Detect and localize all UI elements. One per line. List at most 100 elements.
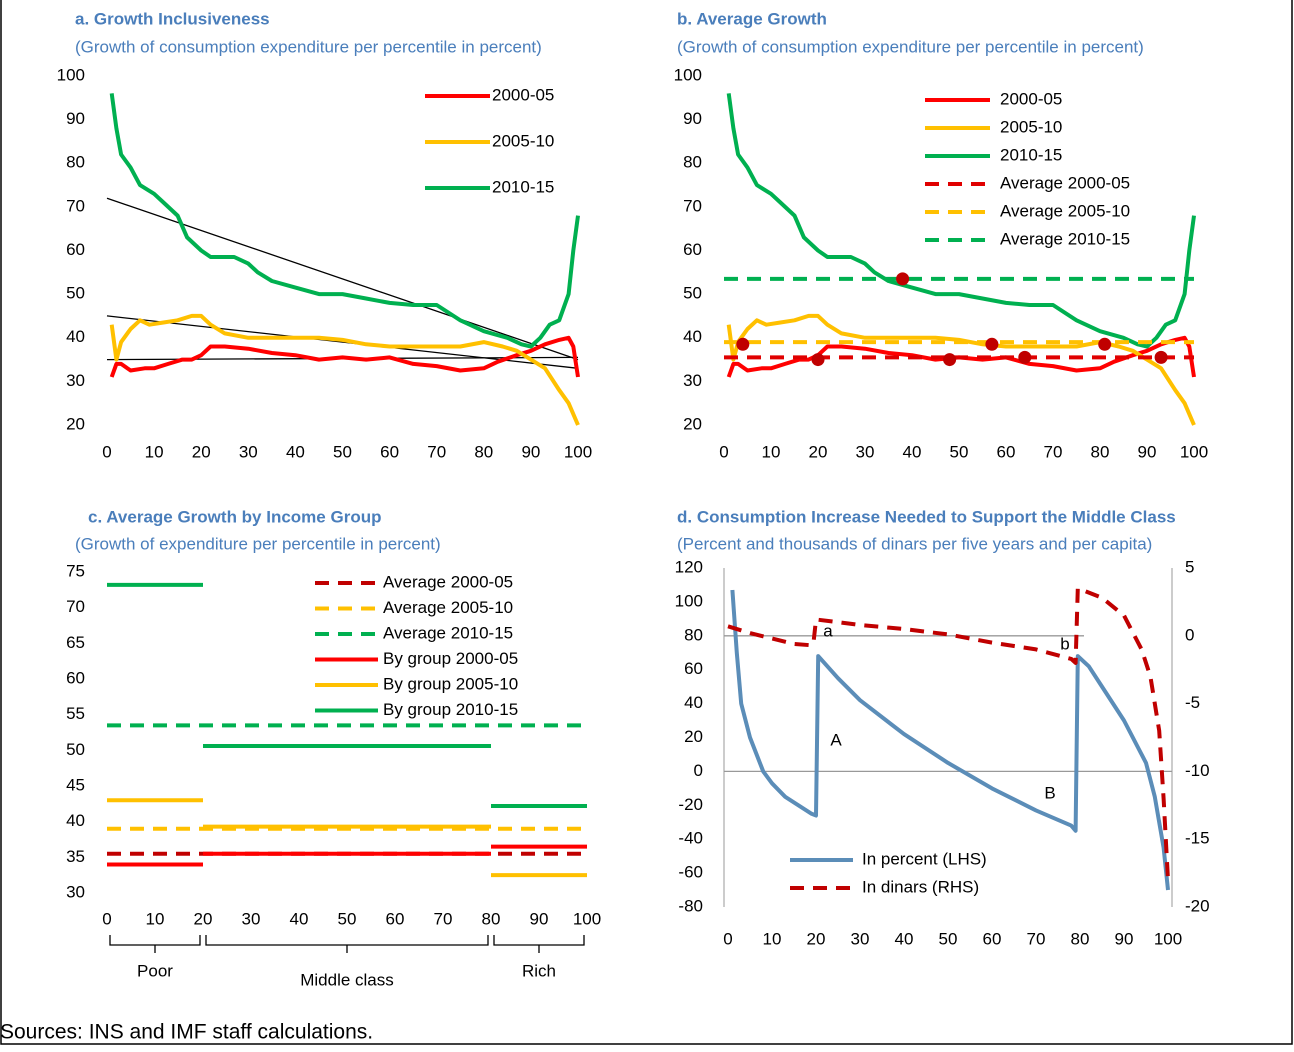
y-tick-label: 20 bbox=[683, 414, 702, 433]
panels: a. Growth Inclusiveness (Growth of consum… bbox=[57, 9, 1210, 989]
legend-label: 2010-15 bbox=[1000, 145, 1062, 164]
y-tick-label: 70 bbox=[66, 597, 85, 616]
legend-label: Average 2005-10 bbox=[1000, 201, 1130, 220]
panel-subtitle: (Growth of consumption expenditure per p… bbox=[75, 37, 542, 56]
y-tick-label: 60 bbox=[66, 668, 85, 687]
marker-dot bbox=[985, 337, 999, 351]
panel-title: d. Consumption Increase Needed to Suppor… bbox=[677, 507, 1176, 526]
annotation: a bbox=[823, 621, 833, 640]
x-tick-label: 10 bbox=[762, 442, 781, 461]
legend-label: Average 2005-10 bbox=[383, 598, 513, 617]
x-tick-label: 40 bbox=[290, 909, 309, 928]
x-tick-label: 30 bbox=[851, 929, 870, 948]
y-tick-label: 40 bbox=[66, 811, 85, 830]
marker-dot bbox=[1098, 337, 1112, 351]
x-tick-label: 50 bbox=[338, 909, 357, 928]
marker-dot bbox=[1154, 350, 1168, 364]
y-tick-label: 60 bbox=[66, 240, 85, 259]
y-tick-label: 50 bbox=[66, 284, 85, 303]
y-tick-label: 75 bbox=[66, 561, 85, 580]
y-tick-label: 80 bbox=[683, 153, 702, 172]
marker-dot bbox=[896, 272, 910, 286]
x-tick-label: 20 bbox=[809, 442, 828, 461]
panel: b. Average Growth (Growth of consumption … bbox=[674, 9, 1209, 461]
x-tick-label: 100 bbox=[1154, 929, 1182, 948]
y-tick-label: 55 bbox=[66, 704, 85, 723]
legend-label: In percent (LHS) bbox=[862, 849, 987, 868]
marker-dot bbox=[736, 337, 750, 351]
panel-subtitle: (Percent and thousands of dinars per fiv… bbox=[677, 534, 1152, 553]
x-tick-label: 100 bbox=[1180, 442, 1208, 461]
group-label: Poor bbox=[137, 961, 173, 980]
y-tick-label: 100 bbox=[674, 65, 702, 84]
panel-subtitle: (Growth of expenditure per percentile in… bbox=[75, 534, 441, 553]
x-tick-label: 50 bbox=[939, 929, 958, 948]
x-tick-label: 80 bbox=[1091, 442, 1110, 461]
x-tick-label: 90 bbox=[1115, 929, 1134, 948]
y-tick-label: 30 bbox=[66, 371, 85, 390]
legend-label: 2005-10 bbox=[1000, 117, 1062, 136]
legend-label: Average 2010-15 bbox=[383, 623, 513, 642]
group-label: Middle class bbox=[300, 970, 394, 989]
series-line bbox=[109, 93, 580, 349]
x-tick-label: 90 bbox=[521, 442, 540, 461]
x-tick-label: 60 bbox=[983, 929, 1002, 948]
x-tick-label: 100 bbox=[564, 442, 592, 461]
legend-label: 2005-10 bbox=[492, 131, 554, 150]
y-tick-label: 70 bbox=[683, 196, 702, 215]
legend-label: 2010-15 bbox=[492, 177, 554, 196]
series-line bbox=[109, 335, 580, 378]
legend-label: Average 2000-05 bbox=[1000, 173, 1130, 192]
y-tick-label: 30 bbox=[66, 882, 85, 901]
panel: d. Consumption Increase Needed to Suppor… bbox=[675, 507, 1210, 948]
x-tick-label: 50 bbox=[950, 442, 969, 461]
x-tick-label: 40 bbox=[903, 442, 922, 461]
x-tick-label: 30 bbox=[239, 442, 258, 461]
x-tick-label: 10 bbox=[145, 442, 164, 461]
x-tick-label: 20 bbox=[807, 929, 826, 948]
y2-tick-label: -15 bbox=[1185, 829, 1210, 848]
y-tick-label: 20 bbox=[66, 414, 85, 433]
x-tick-label: 70 bbox=[1044, 442, 1063, 461]
y-tick-label: -20 bbox=[678, 795, 703, 814]
x-tick-label: 80 bbox=[474, 442, 493, 461]
y2-tick-label: 5 bbox=[1185, 557, 1194, 576]
x-tick-label: 90 bbox=[530, 909, 549, 928]
legend-label: 2000-05 bbox=[1000, 89, 1062, 108]
x-tick-label: 30 bbox=[856, 442, 875, 461]
x-tick-label: 30 bbox=[242, 909, 261, 928]
y2-tick-label: 0 bbox=[1185, 625, 1194, 644]
x-tick-label: 20 bbox=[194, 909, 213, 928]
y-tick-label: -80 bbox=[678, 896, 703, 915]
y-tick-label: 100 bbox=[675, 591, 703, 610]
x-tick-label: 60 bbox=[380, 442, 399, 461]
y-tick-label: 35 bbox=[66, 847, 85, 866]
panel: c. Average Growth by Income Group (Growth… bbox=[66, 507, 601, 989]
y-tick-label: 80 bbox=[66, 153, 85, 172]
y-tick-label: 60 bbox=[684, 659, 703, 678]
series-line bbox=[726, 313, 1196, 426]
y-tick-label: 70 bbox=[66, 196, 85, 215]
x-tick-label: 70 bbox=[434, 909, 453, 928]
x-tick-label: 0 bbox=[102, 442, 111, 461]
y-tick-label: 60 bbox=[683, 240, 702, 259]
x-tick-label: 0 bbox=[719, 442, 728, 461]
y-tick-label: 50 bbox=[683, 284, 702, 303]
legend-label: By group 2005-10 bbox=[383, 674, 518, 693]
y2-tick-label: -20 bbox=[1185, 896, 1210, 915]
x-tick-label: 0 bbox=[723, 929, 732, 948]
group-bracket bbox=[205, 935, 489, 953]
y-tick-label: 40 bbox=[66, 327, 85, 346]
x-tick-label: 70 bbox=[427, 442, 446, 461]
y2-tick-label: -5 bbox=[1185, 693, 1200, 712]
marker-dot bbox=[1018, 350, 1032, 364]
y-tick-label: 30 bbox=[683, 371, 702, 390]
y2-tick-label: -10 bbox=[1185, 761, 1210, 780]
y-tick-label: 45 bbox=[66, 775, 85, 794]
series-line bbox=[730, 589, 1170, 891]
group-bracket bbox=[493, 935, 585, 953]
legend-label: Average 2010-15 bbox=[1000, 229, 1130, 248]
y-tick-label: 40 bbox=[683, 327, 702, 346]
y-tick-label: 65 bbox=[66, 633, 85, 652]
